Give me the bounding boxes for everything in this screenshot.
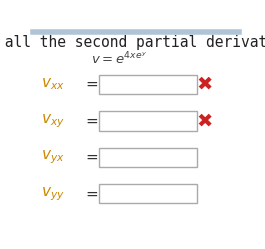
Text: $v_{yx}$: $v_{yx}$ xyxy=(41,149,65,166)
Text: =: = xyxy=(85,77,98,92)
FancyBboxPatch shape xyxy=(99,148,197,167)
Text: $v_{xx}$: $v_{xx}$ xyxy=(41,77,65,92)
Text: Find all the second partial derivatives.: Find all the second partial derivatives. xyxy=(0,35,265,50)
Text: =: = xyxy=(85,150,98,165)
Text: =: = xyxy=(85,186,98,201)
Text: $v = e^{4xe^{y}}$: $v = e^{4xe^{y}}$ xyxy=(91,52,148,68)
Text: $v_{xy}$: $v_{xy}$ xyxy=(41,112,65,130)
Text: $v_{yy}$: $v_{yy}$ xyxy=(41,185,65,203)
FancyBboxPatch shape xyxy=(99,75,197,94)
Text: ✖: ✖ xyxy=(196,112,213,130)
Text: =: = xyxy=(85,114,98,128)
Text: ✖: ✖ xyxy=(196,75,213,94)
FancyBboxPatch shape xyxy=(99,111,197,130)
FancyBboxPatch shape xyxy=(99,184,197,203)
